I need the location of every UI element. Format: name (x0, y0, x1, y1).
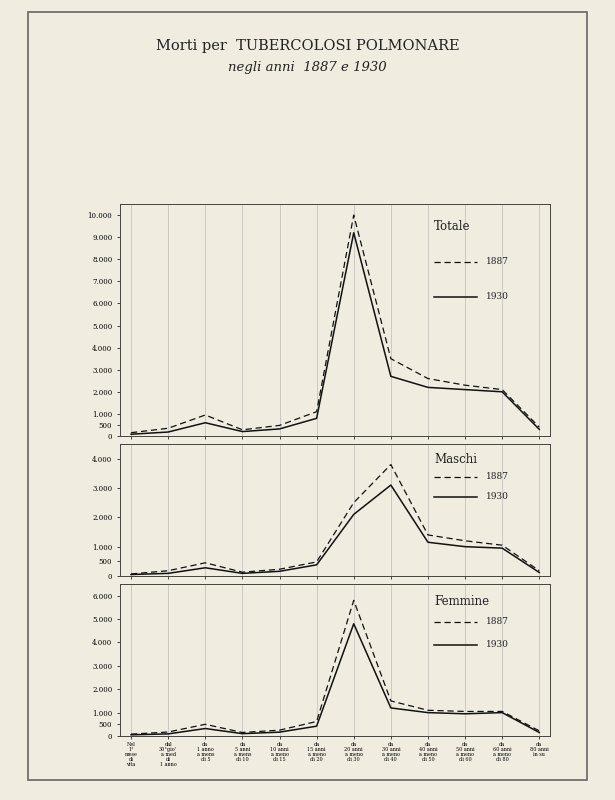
Text: 1930: 1930 (486, 492, 509, 502)
Text: Morti per  TUBERCOLOSI POLMONARE: Morti per TUBERCOLOSI POLMONARE (156, 39, 459, 54)
Text: 1930: 1930 (486, 292, 509, 302)
Text: 1887: 1887 (486, 473, 509, 482)
Text: Femmine: Femmine (434, 594, 490, 608)
Text: 1930: 1930 (486, 640, 509, 650)
Text: 1887: 1887 (486, 618, 509, 626)
Text: 1887: 1887 (486, 258, 509, 266)
Text: negli anni  1887 e 1930: negli anni 1887 e 1930 (228, 62, 387, 74)
Text: Maschi: Maschi (434, 454, 477, 466)
Text: Totale: Totale (434, 220, 470, 234)
